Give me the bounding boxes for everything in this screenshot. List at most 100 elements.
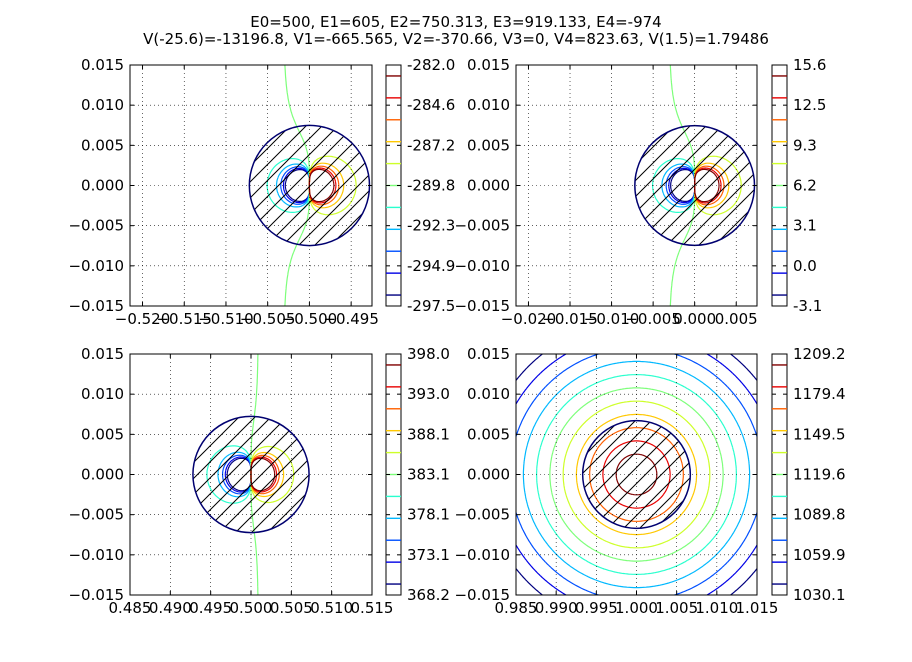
y-tick-label: 0.005 xyxy=(467,136,510,154)
colorbar-tick-label: 1059.9 xyxy=(793,546,846,564)
contour-level-6 xyxy=(562,400,711,549)
colorbar: -282.0 -284.6 -287.2 -289.8 -292.3 -294.9 -297… xyxy=(385,56,455,315)
y-tick-label: 0.015 xyxy=(467,56,510,74)
colorbar-tick-label: 378.1 xyxy=(407,506,450,524)
x-tick-label: 0.515 xyxy=(351,599,394,617)
colorbar-tick-label: 1030.1 xyxy=(793,586,846,604)
colorbar-tick-label: 393.0 xyxy=(407,385,450,403)
colorbar-tick-label: 0.0 xyxy=(793,257,817,275)
y-tick-label: 0.005 xyxy=(81,425,124,443)
x-tick-label: 0.510 xyxy=(310,599,353,617)
contour-level-1 xyxy=(516,354,757,595)
x-tick-label: −0.505 xyxy=(240,310,296,328)
contour-level-3 xyxy=(522,360,751,589)
colorbar-tick-label: 12.5 xyxy=(793,96,826,114)
colorbar: 398.0 393.0 388.1 383.1 378.1 373.1 368.2 xyxy=(385,345,450,604)
contour-panel-top-right: −0.020−0.015−0.010−0.0050.0000.0050.0150… xyxy=(454,56,826,328)
grid-lines xyxy=(130,354,372,595)
contour-level-2 xyxy=(516,354,757,595)
x-tick-label: 0.500 xyxy=(230,599,273,617)
figure-title-line-2: V(-25.6)=-13196.8, V1=-665.565, V2=-370.… xyxy=(143,30,769,48)
colorbar-tick-label: 1089.8 xyxy=(793,506,846,524)
colorbar-tick-label: -282.0 xyxy=(407,56,455,74)
y-tick-label: −0.010 xyxy=(68,257,124,275)
colorbar-tick-label: 1119.6 xyxy=(793,466,846,484)
x-tick-label: 0.505 xyxy=(270,599,313,617)
y-tick-label: −0.005 xyxy=(454,506,510,524)
y-tick-label: 0.010 xyxy=(467,385,510,403)
y-tick-label: 0.015 xyxy=(467,345,510,363)
grid-lines xyxy=(130,65,372,306)
grid-lines xyxy=(516,65,757,306)
colorbar-tick-label: 6.2 xyxy=(793,177,817,195)
colorbar-tick-label: 388.1 xyxy=(407,425,450,443)
y-tick-label: 0.005 xyxy=(467,425,510,443)
colorbar-tick-label: -284.6 xyxy=(407,96,455,114)
x-tick-label: 0.495 xyxy=(189,599,232,617)
y-tick-label: 0.000 xyxy=(467,466,510,484)
y-tick-label: −0.005 xyxy=(454,217,510,235)
figure-title-line-1: E0=500, E1=605, E2=750.313, E3=919.133, … xyxy=(250,13,662,31)
y-tick-label: −0.015 xyxy=(68,297,124,315)
y-tick-label: −0.005 xyxy=(68,506,124,524)
y-tick-label: 0.005 xyxy=(81,136,124,154)
colorbar-tick-label: 373.1 xyxy=(407,546,450,564)
x-tick-label: −0.500 xyxy=(282,310,338,328)
x-tick-label: −0.515 xyxy=(156,310,212,328)
x-tick-label: −0.520 xyxy=(115,310,171,328)
colorbar-tick-label: 9.3 xyxy=(793,136,817,154)
y-tick-label: 0.015 xyxy=(81,345,124,363)
colorbar-tick-label: 3.1 xyxy=(793,217,817,235)
x-tick-label: 0.005 xyxy=(715,310,758,328)
x-tick-label: 0.990 xyxy=(535,599,578,617)
x-tick-label: 0.490 xyxy=(149,599,192,617)
contour-level-4 xyxy=(536,374,737,575)
x-tick-label: −0.010 xyxy=(584,310,640,328)
colorbar-tick-label: 15.6 xyxy=(793,56,826,74)
colorbar-tick-label: 368.2 xyxy=(407,586,450,604)
colorbar-tick-label: 1209.2 xyxy=(793,345,846,363)
colorbar-tick-label: 1149.5 xyxy=(793,425,846,443)
x-tick-label: 0.485 xyxy=(109,599,152,617)
y-tick-label: 0.000 xyxy=(81,177,124,195)
colorbar-tick-label: -292.3 xyxy=(407,217,455,235)
x-tick-label: 1.000 xyxy=(615,599,658,617)
x-tick-label: −0.005 xyxy=(625,310,681,328)
x-tick-label: 1.005 xyxy=(655,599,698,617)
contour-level-7 xyxy=(575,413,698,536)
y-tick-label: 0.015 xyxy=(81,56,124,74)
colorbar: 15.6 12.5 9.3 6.2 3.1 0.0 -3.1 xyxy=(771,56,826,315)
y-tick-label: 0.010 xyxy=(467,96,510,114)
x-tick-label: −0.510 xyxy=(198,310,254,328)
x-tick-label: 1.015 xyxy=(736,599,779,617)
y-tick-label: −0.010 xyxy=(454,257,510,275)
x-tick-label: −0.020 xyxy=(501,310,557,328)
colorbar-tick-label: 398.0 xyxy=(407,345,450,363)
y-tick-label: −0.010 xyxy=(68,546,124,564)
colorbar-tick-label: 1179.4 xyxy=(793,385,846,403)
colorbar-tick-label: -294.9 xyxy=(407,257,455,275)
x-tick-label: 0.985 xyxy=(495,599,538,617)
y-tick-label: 0.010 xyxy=(81,385,124,403)
contour-level-0 xyxy=(516,354,757,595)
y-tick-label: 0.010 xyxy=(81,96,124,114)
colorbar: 1209.2 1179.4 1149.5 1119.6 1089.8 1059.9 1030… xyxy=(771,345,846,604)
y-tick-label: −0.005 xyxy=(68,217,124,235)
y-tick-label: 0.000 xyxy=(467,177,510,195)
x-tick-label: 0.995 xyxy=(575,599,618,617)
colorbar-tick-label: -287.2 xyxy=(407,136,455,154)
grid-lines xyxy=(516,354,757,595)
colorbar-tick-label: -297.5 xyxy=(407,297,455,315)
y-tick-label: −0.015 xyxy=(68,586,124,604)
colorbar-tick-label: -3.1 xyxy=(793,297,822,315)
y-tick-label: −0.015 xyxy=(454,586,510,604)
contour-panel-top-left: −0.520−0.515−0.510−0.505−0.500−0.495 0.01… xyxy=(68,56,455,328)
colorbar-tick-label: 383.1 xyxy=(407,466,450,484)
y-tick-label: −0.015 xyxy=(454,297,510,315)
y-tick-label: 0.000 xyxy=(81,466,124,484)
x-tick-label: −0.015 xyxy=(542,310,598,328)
x-tick-label: −0.495 xyxy=(323,310,379,328)
